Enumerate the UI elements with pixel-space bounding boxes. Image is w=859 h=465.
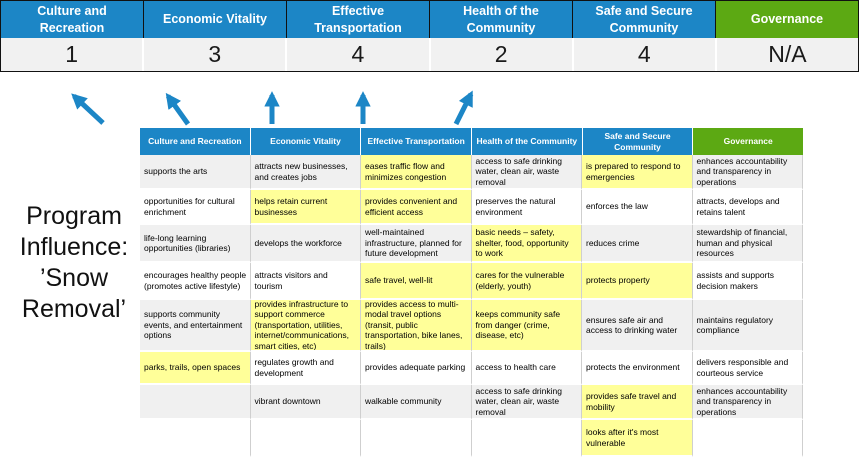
matrix-header-health-of-the-community: Health of the Community	[472, 128, 583, 155]
matrix-header-culture-and-recreation: Culture and Recreation	[140, 128, 251, 155]
matrix-cell	[140, 420, 251, 457]
matrix-cell: well-maintained infrastructure, planned …	[361, 225, 472, 263]
matrix-cell	[140, 385, 251, 420]
matrix-cell: parks, trails, open spaces	[140, 352, 251, 385]
matrix-header-governance: Governance	[693, 128, 804, 155]
matrix-row-1: supports the arts attracts new businesses…	[140, 155, 803, 190]
matrix-cell: delivers responsible and courteous servi…	[692, 352, 803, 385]
matrix-cell: basic needs – safety, shelter, food, opp…	[471, 225, 582, 263]
matrix-cell: ensures safe air and access to drinking …	[582, 300, 693, 352]
matrix-header-safe-and-secure-community: Safe and Secure Community	[582, 128, 694, 155]
matrix-cell: supports community events, and entertain…	[140, 300, 251, 352]
summary-category-economic-vitality: Economic Vitality	[144, 1, 287, 38]
matrix-cell: walkable community	[361, 385, 472, 420]
summary-panel: Culture and Recreation Economic Vitality E…	[0, 0, 859, 72]
summary-category-culture-and-recreation: Culture and Recreation	[1, 1, 144, 38]
matrix-cell: cares for the vulnerable (elderly, youth…	[471, 263, 582, 300]
summary-category-effective-transportation: Effective Transportation	[287, 1, 430, 38]
matrix-cell: helps retain current businesses	[250, 190, 361, 225]
matrix-cell: reduces crime	[582, 225, 693, 263]
matrix-cell: provides safe travel and mobility	[582, 385, 693, 420]
up-arrow-icon	[165, 92, 191, 126]
matrix-cell: opportunities for cultural enrichment	[140, 190, 251, 225]
summary-score-safe-and-secure-community: 4	[574, 38, 717, 71]
matrix-row-7: vibrant downtown walkable community access…	[140, 385, 803, 420]
matrix-cell: regulates growth and development	[250, 352, 361, 385]
summary-score-effective-transportation: 4	[287, 38, 431, 71]
matrix-cell: safe travel, well-lit	[361, 263, 472, 300]
matrix-cell: vibrant downtown	[250, 385, 361, 420]
summary-score-governance: N/A	[768, 41, 807, 67]
matrix-cell: supports the arts	[140, 155, 251, 190]
matrix-row-4: encourages healthy people (promotes acti…	[140, 263, 803, 300]
matrix-cell: access to safe drinking water, clean air…	[471, 385, 582, 420]
matrix-cell: keeps community safe from danger (crime,…	[471, 300, 582, 352]
matrix-cell: assists and supports decision makers	[692, 263, 803, 300]
summary-category-safe-and-secure-community: Safe and Secure Community	[573, 1, 716, 38]
summary-value-row: 1 3 4 2 4 N/A	[1, 38, 858, 71]
matrix-row-3: life-long learning opportunities (librar…	[140, 225, 803, 263]
summary-score-economic-vitality: 3	[144, 38, 288, 71]
up-arrow-icon	[71, 93, 105, 125]
matrix-cell: provides convenient and efficient access	[361, 190, 472, 225]
matrix-row-5: supports community events, and entertain…	[140, 300, 803, 352]
matrix-cell: protects the environment	[582, 352, 693, 385]
matrix-cell	[692, 420, 803, 457]
matrix-header-economic-vitality: Economic Vitality	[250, 128, 362, 155]
matrix-cell: life-long learning opportunities (librar…	[140, 225, 251, 263]
summary-category-health-of-the-community: Health of the Community	[430, 1, 573, 38]
program-influence-title: Program Influence: ’Snow Removal’	[19, 202, 129, 323]
matrix-cell: access to health care	[471, 352, 582, 385]
matrix-cell: develops the workforce	[250, 225, 361, 263]
matrix-cell: stewardship of financial, human and phys…	[692, 225, 803, 263]
matrix-cell: attracts visitors and tourism	[250, 263, 361, 300]
matrix-cell: provides adequate parking	[361, 352, 472, 385]
matrix-cell: is prepared to respond to emergencies	[582, 155, 693, 190]
matrix-cell: access to safe drinking water, clean air…	[471, 155, 582, 190]
matrix-row-2: opportunities for cultural enrichment hel…	[140, 190, 803, 225]
influence-matrix: Culture and Recreation Economic Vitality E…	[140, 128, 804, 457]
matrix-body: supports the arts attracts new businesses…	[140, 155, 803, 457]
matrix-header-row: Culture and Recreation Economic Vitality E…	[140, 128, 804, 155]
matrix-cell: preserves the natural environment	[471, 190, 582, 225]
matrix-row-8: looks after it's most vulnerable	[140, 420, 803, 457]
summary-score-culture-and-recreation: 1	[1, 38, 145, 71]
matrix-cell: attracts new businesses, and creates job…	[250, 155, 361, 190]
summary-header-row: Culture and Recreation Economic Vitality E…	[1, 1, 858, 38]
summary-category-governance: Governance	[716, 1, 858, 38]
matrix-cell	[471, 420, 582, 457]
matrix-cell	[361, 420, 472, 457]
matrix-cell: provides access to multi-modal travel op…	[361, 300, 472, 352]
matrix-cell: maintains regulatory compliance	[692, 300, 803, 352]
matrix-cell: provides infrastructure to support comme…	[250, 300, 361, 352]
matrix-cell: enhances accountability and transparency…	[692, 385, 803, 420]
matrix-cell: attracts, develops and retains talent	[692, 190, 803, 225]
up-arrow-icon	[453, 90, 474, 126]
matrix-cell: enforces the law	[582, 190, 693, 225]
matrix-cell: eases traffic flow and minimizes congest…	[361, 155, 472, 190]
matrix-cell: encourages healthy people (promotes acti…	[140, 263, 251, 300]
summary-score-health-of-the-community: 2	[431, 38, 574, 71]
up-arrows-group	[71, 90, 474, 126]
matrix-row-6: parks, trails, open spaces regulates grow…	[140, 352, 803, 385]
matrix-cell: enhances accountability and transparency…	[692, 155, 803, 190]
matrix-header-effective-transportation: Effective Transportation	[361, 128, 473, 155]
matrix-cell: looks after it's most vulnerable	[582, 420, 693, 457]
matrix-cell	[250, 420, 361, 457]
matrix-cell: protects property	[582, 263, 693, 300]
